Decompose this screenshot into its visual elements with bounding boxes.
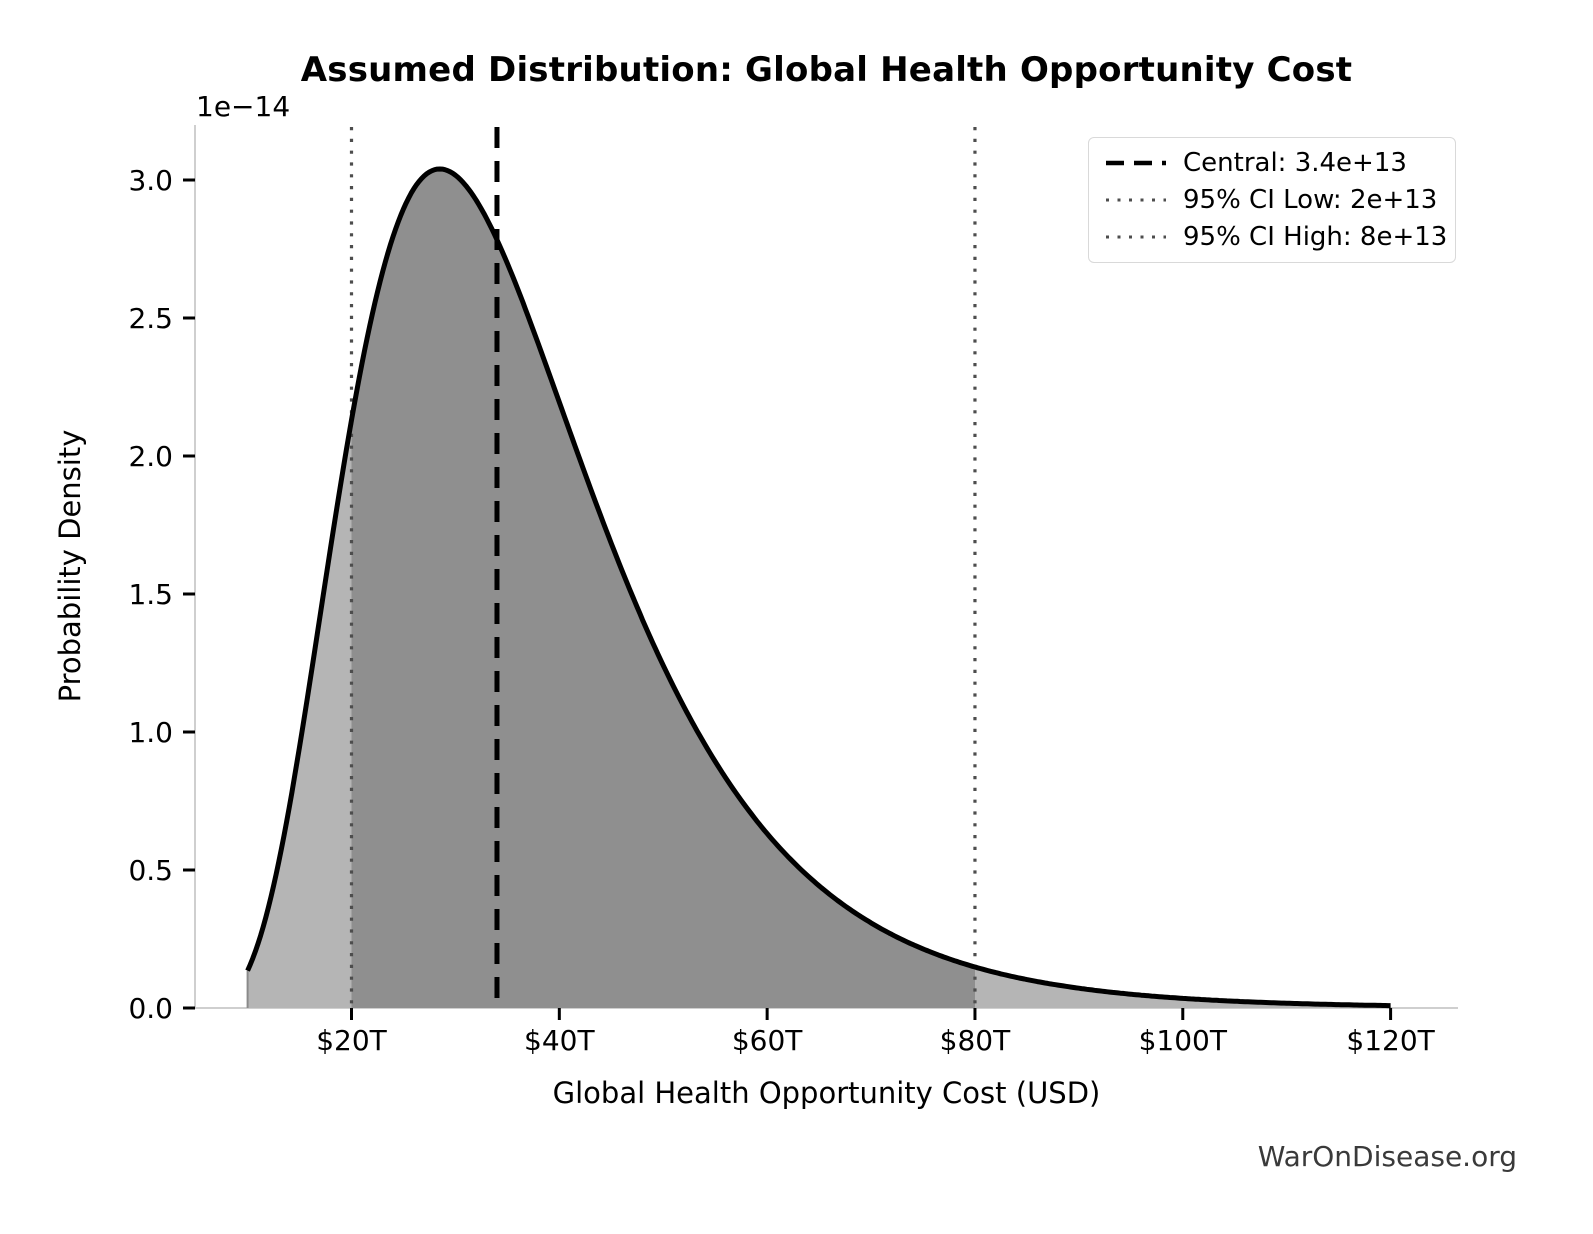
y-tick-label: 1.0 (128, 716, 173, 749)
legend-item-ci-high: 95% CI High: 8e+13 (1089, 222, 1455, 252)
legend-label-ci-low: 95% CI Low: 2e+13 (1183, 184, 1438, 215)
x-tick-label: $100T (1139, 1024, 1228, 1057)
legend-item-ci-low: 95% CI Low: 2e+13 (1089, 185, 1455, 215)
density-fill-region (351, 169, 975, 1008)
y-tick-label: 0.5 (128, 854, 173, 887)
legend-item-central: Central: 3.4e+13 (1089, 148, 1455, 178)
legend-label-ci-high: 95% CI High: 8e+13 (1183, 222, 1448, 253)
density-fill-region (975, 967, 1391, 1008)
x-tick-label: $40T (524, 1024, 595, 1057)
y-axis-offset-text: 1e−14 (196, 90, 291, 123)
x-tick-label: $80T (940, 1024, 1011, 1057)
dotted-line-icon (1106, 198, 1166, 202)
dotted-line-icon (1106, 235, 1166, 239)
y-tick-label: 2.5 (128, 302, 173, 335)
legend: Central: 3.4e+13 95% CI Low: 2e+13 95% C… (1088, 137, 1456, 263)
x-axis-label: Global Health Opportunity Cost (USD) (552, 1076, 1101, 1110)
watermark: WarOnDisease.org (1257, 1140, 1517, 1173)
dashed-line-icon (1106, 160, 1166, 165)
x-tick-label: $20T (316, 1024, 387, 1057)
y-tick-label: 1.5 (128, 578, 173, 611)
density-fill-region (247, 420, 352, 1009)
y-tick-label: 3.0 (128, 164, 173, 197)
legend-label-central: Central: 3.4e+13 (1183, 147, 1407, 178)
y-tick-label: 0.0 (128, 992, 173, 1025)
x-tick-label: $60T (732, 1024, 803, 1057)
x-tick-label: $120T (1346, 1024, 1435, 1057)
y-tick-label: 2.0 (128, 440, 173, 473)
chart-title: Assumed Distribution: Global Health Oppo… (300, 50, 1353, 90)
density-curve (245, 166, 1391, 1009)
